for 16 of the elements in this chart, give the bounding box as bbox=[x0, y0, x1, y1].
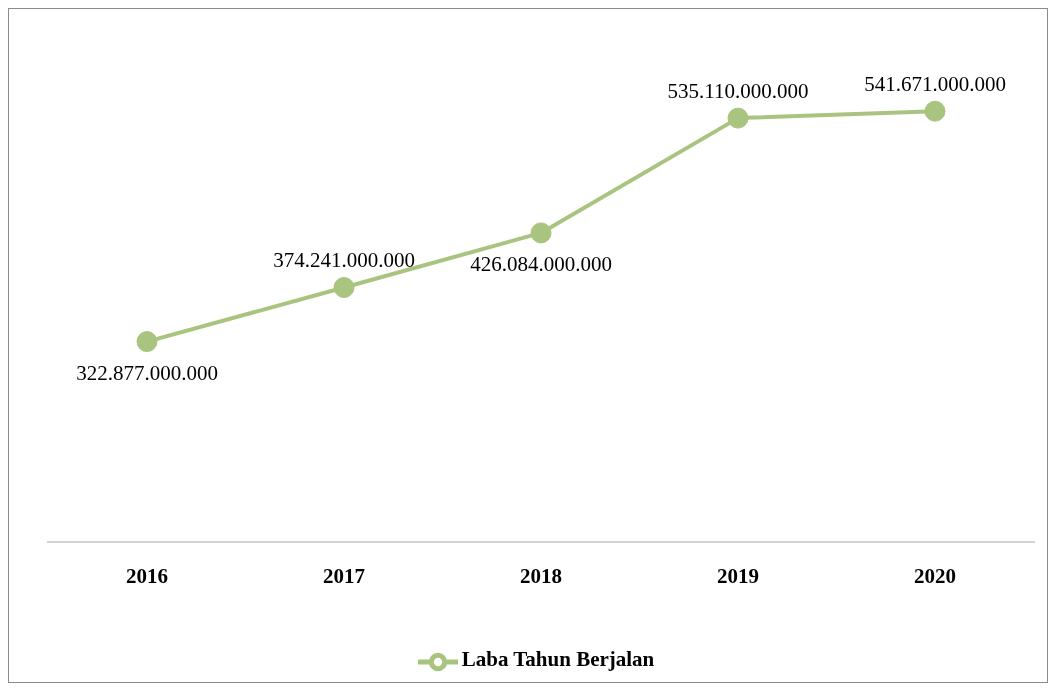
data-label: 322.877.000.000 bbox=[76, 360, 218, 385]
data-label: 535.110.000.000 bbox=[667, 79, 809, 104]
x-tick-label: 2017 bbox=[323, 563, 365, 588]
point bbox=[530, 222, 552, 244]
x-tick-label: 2018 bbox=[520, 563, 562, 588]
x-tick-label: 2020 bbox=[914, 563, 956, 588]
data-label: 541.671.000.000 bbox=[864, 72, 1006, 97]
x-tick-label: 2016 bbox=[126, 563, 168, 588]
point bbox=[924, 100, 946, 122]
data-label: 426.084.000.000 bbox=[470, 251, 612, 276]
x-tick-label: 2019 bbox=[717, 563, 759, 588]
point bbox=[727, 107, 749, 129]
point bbox=[333, 276, 355, 298]
point bbox=[136, 331, 158, 353]
legend-label: Laba Tahun Berjalan bbox=[461, 646, 655, 671]
data-label: 374.241.000.000 bbox=[273, 248, 415, 273]
